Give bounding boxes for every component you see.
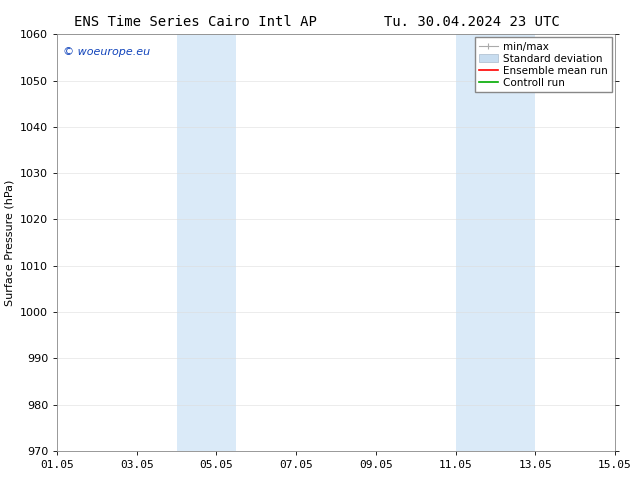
Bar: [177, 34, 236, 451]
Legend: min/max, Standard deviation, Ensemble mean run, Controll run: min/max, Standard deviation, Ensemble me…: [475, 37, 612, 92]
Y-axis label: Surface Pressure (hPa): Surface Pressure (hPa): [4, 179, 15, 306]
Text: © woeurope.eu: © woeurope.eu: [63, 47, 150, 57]
Bar: [456, 34, 535, 451]
Text: ENS Time Series Cairo Intl AP        Tu. 30.04.2024 23 UTC: ENS Time Series Cairo Intl AP Tu. 30.04.…: [74, 15, 560, 29]
